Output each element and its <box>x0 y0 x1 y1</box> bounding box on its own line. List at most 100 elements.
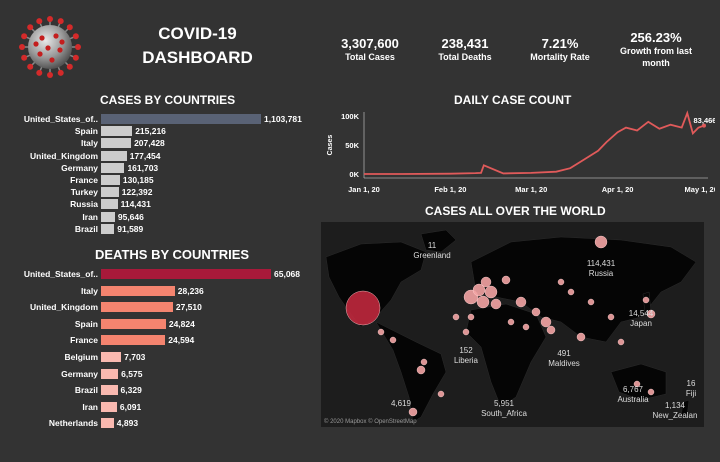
case-bubble[interactable] <box>389 336 397 344</box>
case-bubble[interactable] <box>345 290 381 326</box>
case-bubble[interactable] <box>642 296 650 304</box>
bar[interactable] <box>101 401 117 412</box>
bar[interactable] <box>101 187 119 198</box>
bar-row[interactable]: Netherlands 4,893 <box>0 416 330 430</box>
case-bubble[interactable] <box>546 325 556 335</box>
bar[interactable] <box>101 223 115 234</box>
bar[interactable] <box>101 302 173 313</box>
bar-row[interactable]: France 130,185 <box>0 173 330 187</box>
bar-row[interactable]: Iran 6,091 <box>0 400 330 414</box>
bar-row[interactable]: Italy 207,428 <box>0 136 330 150</box>
case-bubble[interactable] <box>484 285 498 299</box>
bar-row[interactable]: Turkey 122,392 <box>0 185 330 199</box>
case-bubble[interactable] <box>437 390 445 398</box>
bar[interactable] <box>101 352 122 362</box>
bar[interactable] <box>101 150 127 161</box>
case-bubble[interactable] <box>507 318 515 326</box>
case-bubble[interactable] <box>557 278 565 286</box>
bar[interactable] <box>101 211 115 222</box>
bar[interactable] <box>101 138 132 149</box>
bar-row[interactable]: Iran 95,646 <box>0 210 330 224</box>
map-label-value: 14,544 <box>629 309 654 318</box>
bar-value-label: 27,510 <box>175 302 202 313</box>
case-bubble[interactable] <box>531 307 541 317</box>
case-bubble[interactable] <box>646 309 656 319</box>
map-label-name: Fiji <box>686 389 696 398</box>
bar-row[interactable]: Brazil 91,589 <box>0 222 330 236</box>
daily-case-line[interactable] <box>364 110 705 175</box>
virus-logo-icon <box>19 16 81 78</box>
case-bubble[interactable] <box>617 338 625 346</box>
bar-row[interactable]: Spain 24,824 <box>0 317 330 331</box>
case-bubble[interactable] <box>587 298 595 306</box>
case-bubble[interactable] <box>416 365 426 375</box>
kpi-total-cases: 3,307,600 Total Cases <box>341 36 399 62</box>
bar[interactable] <box>101 126 133 137</box>
bar[interactable] <box>101 335 166 346</box>
case-bubble[interactable] <box>472 283 486 297</box>
bar-row[interactable]: Belgium 7,703 <box>0 350 330 364</box>
kpi-mortality-rate: 7.21% Mortality Rate <box>530 36 590 62</box>
bar-row[interactable]: France 24,594 <box>0 333 330 347</box>
case-bubble[interactable] <box>462 328 470 336</box>
y-tick-label: 50K <box>345 141 359 150</box>
map-label-name: Liberia <box>454 356 479 365</box>
deaths-section-title: DEATHS BY COUNTRIES <box>95 247 250 262</box>
bar-row[interactable]: United_Kingdom 27,510 <box>0 300 330 314</box>
case-bubble[interactable] <box>576 332 586 342</box>
bar-row[interactable]: United_States_of.. 65,068 <box>0 267 330 281</box>
bar-value-label: 161,703 <box>127 162 159 173</box>
bar[interactable] <box>101 368 119 379</box>
case-bubble[interactable] <box>377 328 385 336</box>
bar-country-label: United_Kingdom <box>30 302 98 313</box>
bar[interactable] <box>101 285 175 296</box>
bar[interactable] <box>101 175 120 185</box>
case-bubble[interactable] <box>522 323 530 331</box>
bar[interactable] <box>101 162 125 173</box>
case-bubble[interactable] <box>647 388 655 396</box>
map-label-name: Greenland <box>413 251 450 260</box>
bar-row[interactable]: Germany 6,575 <box>0 367 330 381</box>
bar-row[interactable]: Italy 28,236 <box>0 284 330 298</box>
x-tick-label: Mar 1, 20 <box>515 185 547 194</box>
case-bubble[interactable] <box>490 298 502 310</box>
bar-country-label: Netherlands <box>48 418 98 429</box>
case-bubble[interactable] <box>594 235 608 249</box>
case-bubble[interactable] <box>480 276 492 288</box>
case-bubble[interactable] <box>633 380 641 388</box>
map-label-name: Australia <box>617 395 649 404</box>
bar[interactable] <box>101 114 261 124</box>
case-bubble[interactable] <box>540 316 552 328</box>
case-bubble[interactable] <box>476 295 490 309</box>
case-bubble[interactable] <box>515 296 527 308</box>
y-axis-label: Cases <box>327 135 334 156</box>
map-label-value: 491 <box>557 349 571 358</box>
bar-row[interactable]: Brazil 6,329 <box>0 383 330 397</box>
last-point[interactable] <box>702 123 706 128</box>
kpi-growth: 256.23% Growth from last month <box>619 30 692 68</box>
bar[interactable] <box>101 199 118 210</box>
map-label-value: 16 <box>687 379 696 388</box>
case-bubble[interactable] <box>420 358 428 366</box>
bar[interactable] <box>101 385 118 396</box>
case-bubble[interactable] <box>501 275 511 285</box>
bar[interactable] <box>101 318 166 329</box>
bar[interactable] <box>101 269 271 279</box>
case-bubble[interactable] <box>467 313 475 321</box>
case-bubble[interactable] <box>408 407 418 417</box>
case-bubble[interactable] <box>567 288 575 296</box>
bar-row[interactable]: Russia 114,431 <box>0 197 330 211</box>
case-bubble[interactable] <box>607 313 615 321</box>
bar-row[interactable]: United_Kingdom 177,454 <box>0 149 330 163</box>
bar[interactable] <box>101 418 114 429</box>
bar-row[interactable]: Germany 161,703 <box>0 161 330 175</box>
case-bubble[interactable] <box>452 313 460 321</box>
bar-country-label: Brazil <box>74 385 98 396</box>
bar-value-label: 91,589 <box>117 223 144 234</box>
bar-row[interactable]: United_States_of.. 1,103,781 <box>0 112 330 126</box>
bar-row[interactable]: Spain 215,216 <box>0 124 330 138</box>
world-map-title: CASES ALL OVER THE WORLD <box>425 204 606 218</box>
